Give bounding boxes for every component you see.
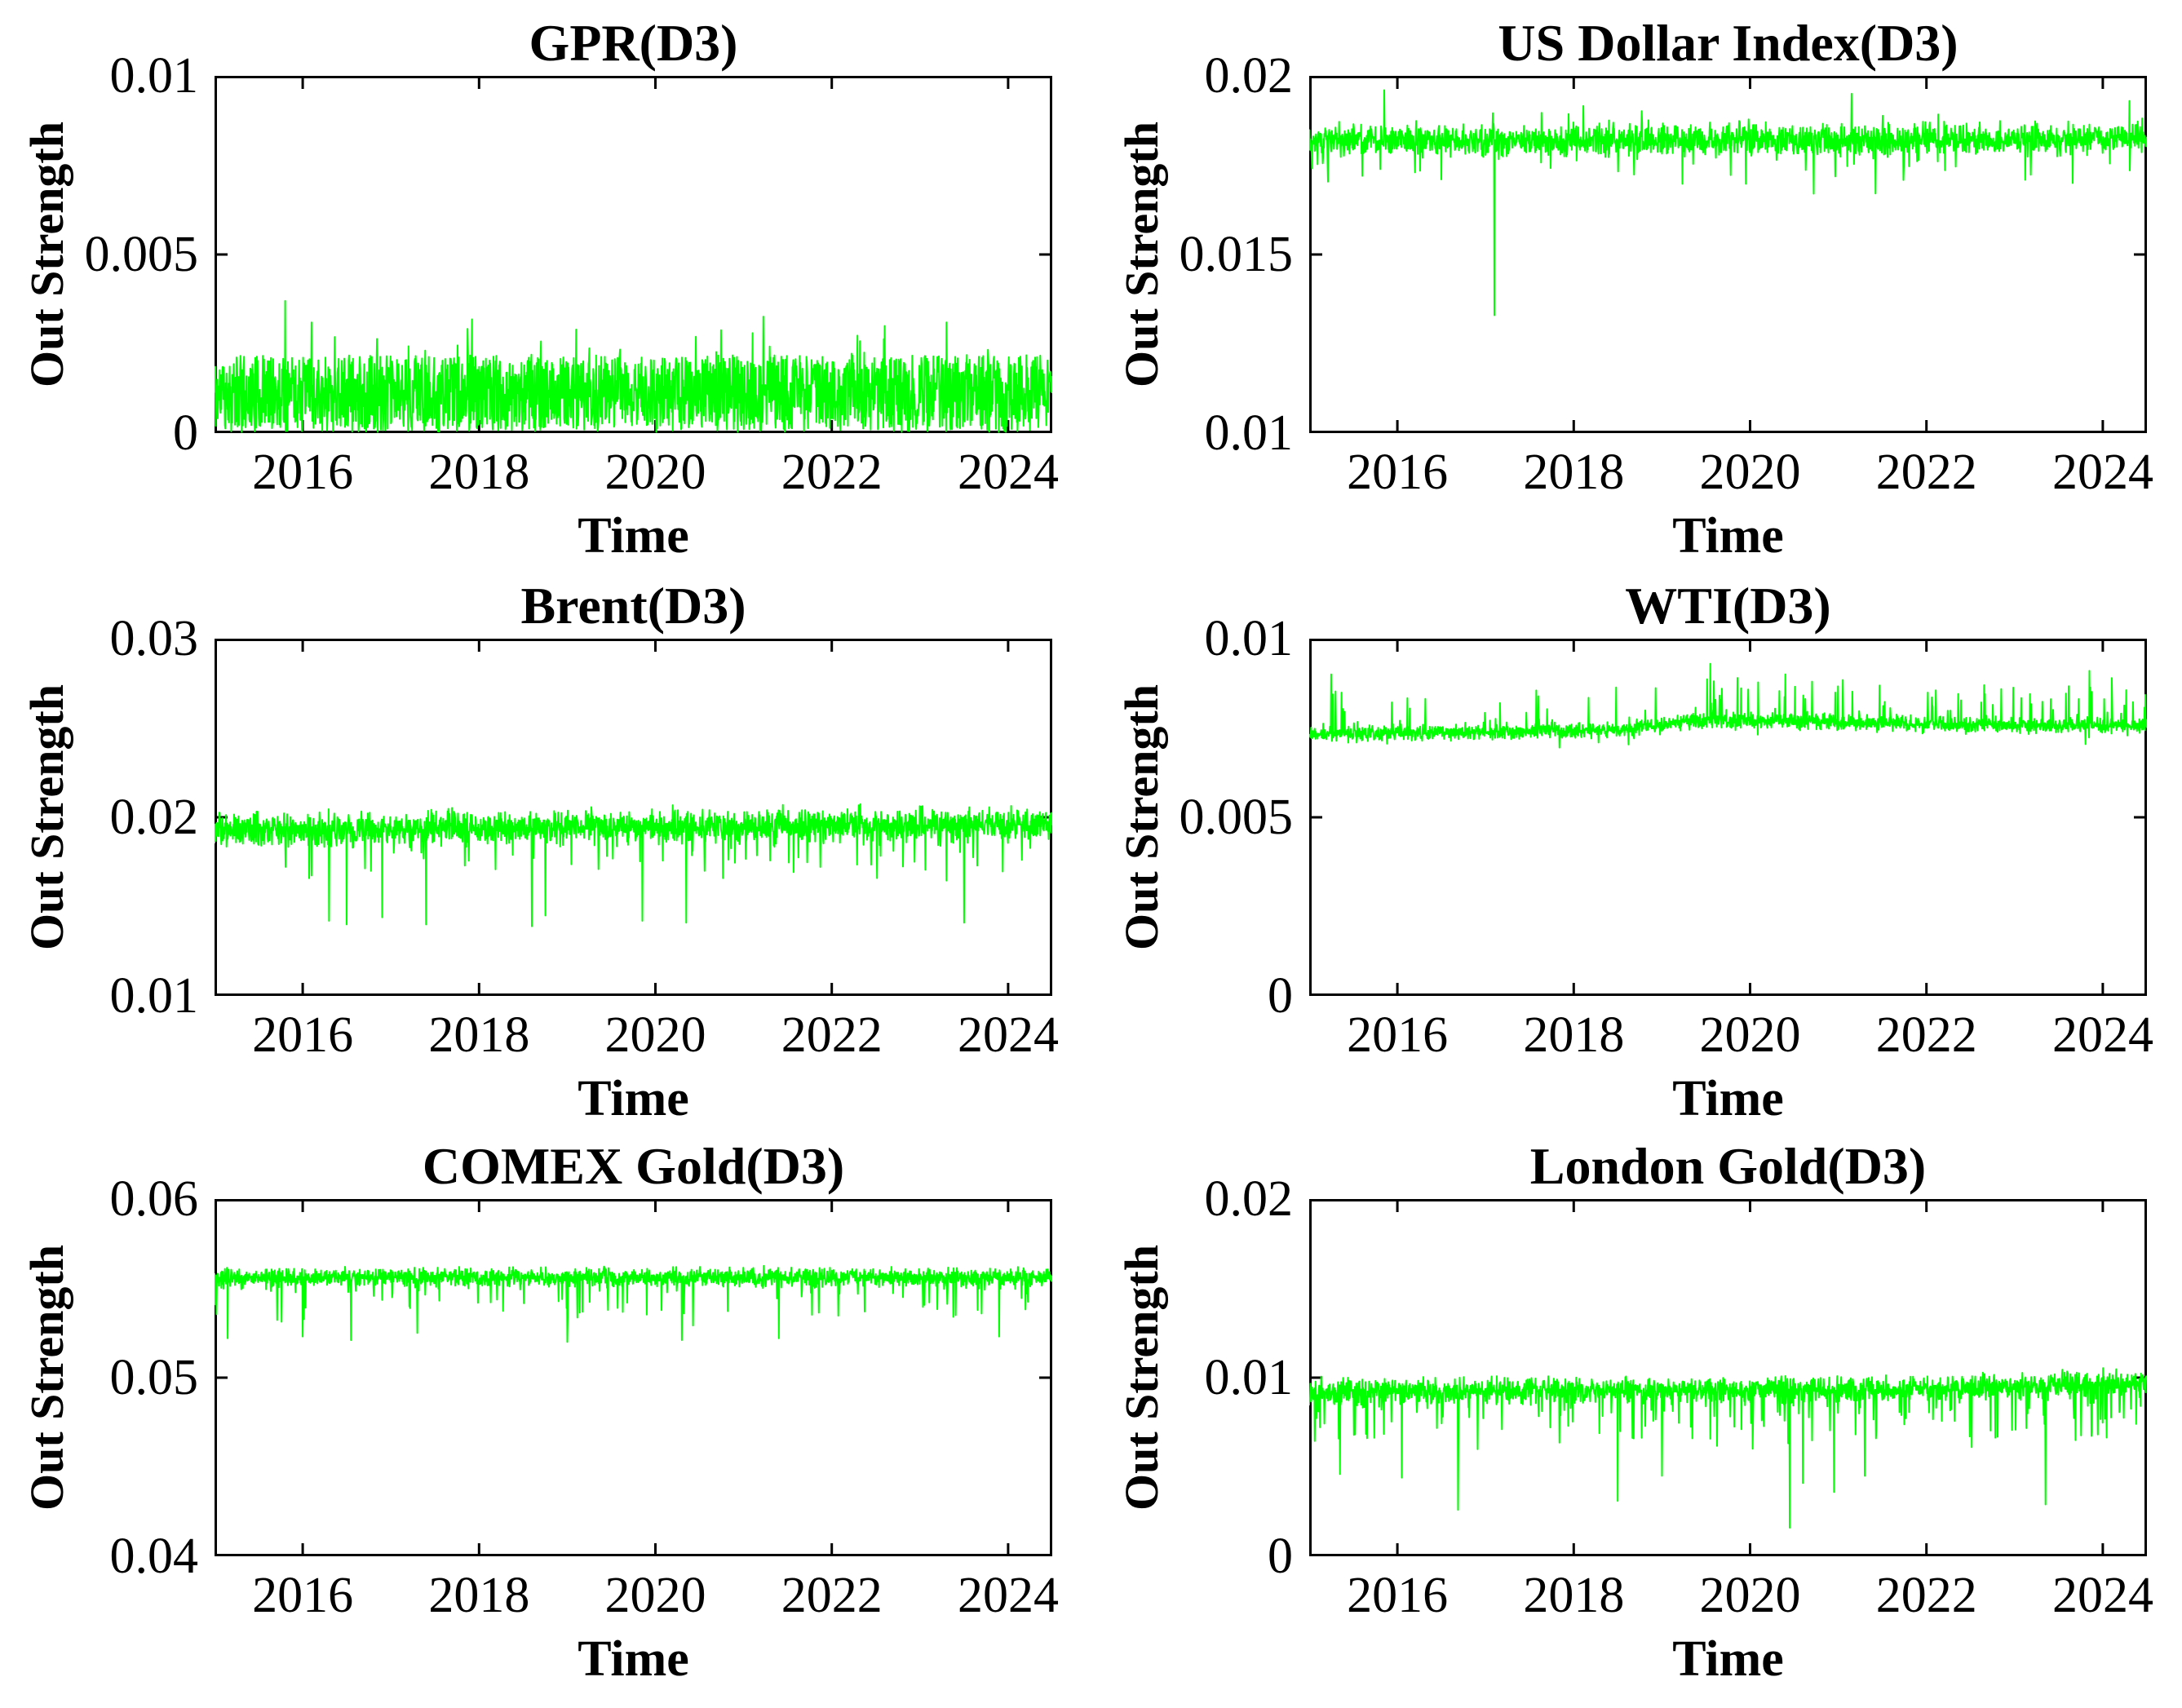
axis-tick-marks bbox=[1309, 1199, 2147, 1556]
series-line bbox=[1309, 662, 2147, 749]
y-tick-label: 0.02 bbox=[1204, 1171, 1294, 1227]
plot-canvas bbox=[215, 639, 1052, 996]
x-tick-label: 2018 bbox=[428, 1568, 530, 1623]
panel-title: WTI(D3) bbox=[1625, 577, 1831, 635]
plot-canvas bbox=[1309, 639, 2147, 996]
y-tick-label: 0.005 bbox=[84, 227, 199, 282]
x-tick-label: 2016 bbox=[1347, 445, 1449, 500]
axis-tick-marks bbox=[1309, 639, 2147, 996]
x-tick-label: 2020 bbox=[1699, 1568, 1801, 1623]
y-tick-label: 0.06 bbox=[109, 1171, 199, 1227]
x-tick-label: 2022 bbox=[1875, 1568, 1977, 1623]
y-tick-label: 0.01 bbox=[109, 48, 199, 104]
x-tick-label: 2016 bbox=[252, 445, 354, 500]
y-tick-label: 0.05 bbox=[109, 1350, 199, 1405]
plot-box bbox=[1309, 76, 2147, 433]
x-tick-label: 2024 bbox=[2051, 1007, 2153, 1063]
y-tick-label: 0.005 bbox=[1179, 790, 1294, 845]
y-tick-label: 0.03 bbox=[109, 611, 199, 666]
y-tick-label: 0 bbox=[1268, 1529, 1293, 1584]
x-axis-label: Time bbox=[1672, 1631, 1784, 1687]
y-tick-label: 0 bbox=[1268, 968, 1293, 1024]
panel-title: COMEX Gold(D3) bbox=[422, 1137, 845, 1195]
plot-canvas bbox=[215, 76, 1052, 433]
y-tick-label: 0.02 bbox=[109, 790, 199, 845]
axis-tick-marks bbox=[1309, 76, 2147, 433]
x-tick-label: 2016 bbox=[252, 1007, 354, 1063]
series-line bbox=[1309, 89, 2147, 316]
x-tick-label: 2024 bbox=[2051, 445, 2153, 500]
x-tick-label: 2024 bbox=[957, 1007, 1059, 1063]
plot-canvas bbox=[1309, 76, 2147, 433]
axis-tick-marks bbox=[215, 639, 1052, 996]
x-tick-label: 2018 bbox=[1523, 1007, 1625, 1063]
x-tick-label: 2018 bbox=[1523, 1568, 1625, 1623]
x-axis-label: Time bbox=[578, 1631, 689, 1687]
x-tick-label: 2022 bbox=[1875, 1007, 1977, 1063]
y-tick-label: 0.015 bbox=[1179, 227, 1294, 282]
x-axis-label: Time bbox=[578, 1071, 689, 1126]
panel-title: Brent(D3) bbox=[520, 577, 746, 635]
x-tick-label: 2016 bbox=[252, 1568, 354, 1623]
x-tick-label: 2022 bbox=[781, 1007, 883, 1063]
panel-title: US Dollar Index(D3) bbox=[1498, 14, 1958, 72]
x-tick-label: 2024 bbox=[957, 1568, 1059, 1623]
series-line bbox=[215, 299, 1052, 433]
plot-canvas bbox=[1309, 1199, 2147, 1556]
y-tick-label: 0 bbox=[173, 405, 198, 461]
y-tick-label: 0.04 bbox=[109, 1529, 199, 1584]
y-tick-label: 0.01 bbox=[1204, 405, 1294, 461]
plot-box bbox=[215, 76, 1052, 433]
x-axis-label: Time bbox=[578, 508, 689, 564]
plot-canvas bbox=[215, 1199, 1052, 1556]
x-tick-label: 2020 bbox=[604, 1007, 706, 1063]
x-tick-label: 2020 bbox=[604, 445, 706, 500]
x-tick-label: 2024 bbox=[2051, 1568, 2153, 1623]
series-line bbox=[215, 803, 1052, 927]
y-tick-label: 0.01 bbox=[1204, 1350, 1294, 1405]
x-axis-label: Time bbox=[1672, 508, 1784, 564]
y-tick-label: 0.01 bbox=[1204, 611, 1294, 666]
plot-box bbox=[1309, 639, 2147, 996]
axis-tick-marks bbox=[215, 1199, 1052, 1556]
y-tick-label: 0.01 bbox=[109, 968, 199, 1024]
x-tick-label: 2018 bbox=[428, 445, 530, 500]
x-tick-label: 2022 bbox=[781, 1568, 883, 1623]
series-line bbox=[1309, 1367, 2147, 1529]
x-tick-label: 2022 bbox=[1875, 445, 1977, 500]
x-tick-label: 2020 bbox=[604, 1568, 706, 1623]
plot-box bbox=[215, 1199, 1052, 1556]
x-tick-label: 2024 bbox=[957, 445, 1059, 500]
panel-title: GPR(D3) bbox=[529, 14, 738, 72]
series-line bbox=[215, 1264, 1052, 1343]
x-tick-label: 2018 bbox=[428, 1007, 530, 1063]
panel-title: London Gold(D3) bbox=[1529, 1137, 1927, 1195]
x-tick-label: 2018 bbox=[1523, 445, 1625, 500]
x-tick-label: 2016 bbox=[1347, 1007, 1449, 1063]
x-tick-label: 2022 bbox=[781, 445, 883, 500]
x-tick-label: 2020 bbox=[1699, 1007, 1801, 1063]
x-axis-label: Time bbox=[1672, 1071, 1784, 1126]
x-tick-label: 2020 bbox=[1699, 445, 1801, 500]
y-tick-label: 0.02 bbox=[1204, 48, 1294, 104]
x-tick-label: 2016 bbox=[1347, 1568, 1449, 1623]
